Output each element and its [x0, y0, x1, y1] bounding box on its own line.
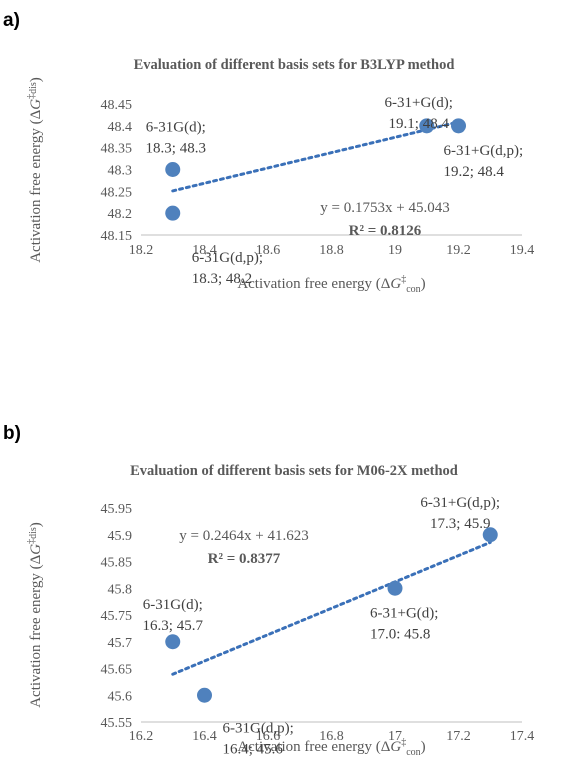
y-axis-label: Activation free energy (ΔG‡dis) — [26, 77, 44, 263]
r-squared: R² = 0.8126 — [349, 223, 422, 239]
trendline-equation: y = 0.1753x + 45.043 — [320, 200, 449, 216]
data-label: 17.3; 45.9 — [430, 516, 490, 532]
y-tick-label: 45.9 — [108, 529, 133, 544]
data-point — [387, 580, 403, 596]
data-point — [165, 205, 181, 221]
chart-title: Evaluation of different basis sets for B… — [134, 57, 455, 73]
y-tick-label: 48.25 — [101, 185, 133, 200]
data-label: 6-31G(d); — [143, 597, 203, 613]
data-point — [451, 118, 466, 134]
chart-title: Evaluation of different basis sets for M… — [130, 463, 458, 479]
x-tick-label: 16.4 — [192, 729, 217, 744]
data-label: 19.1; 48.4 — [389, 116, 450, 132]
x-tick-label: 16.6 — [256, 729, 281, 744]
y-tick-label: 45.7 — [108, 636, 133, 651]
x-axis-label: Activation free energy (ΔG‡con) — [237, 737, 425, 757]
panel-label: b) — [3, 423, 21, 444]
y-tick-label: 45.65 — [101, 663, 133, 678]
x-tick-label: 18.6 — [256, 243, 281, 258]
y-tick-label: 48.45 — [101, 98, 133, 113]
y-tick-label: 48.15 — [101, 229, 133, 244]
y-tick-label: 45.75 — [101, 609, 133, 624]
chart-panel-a: a) Evaluation of different basis sets for… — [3, 10, 534, 295]
y-tick-label: 48.4 — [108, 120, 133, 135]
x-tick-label: 18.4 — [192, 243, 217, 258]
x-tick-label: 18.8 — [319, 243, 344, 258]
data-label: 6-31+G(d,p); — [444, 143, 524, 159]
y-tick-label: 48.3 — [108, 164, 133, 179]
data-label: 6-31G(d); — [146, 120, 206, 136]
y-tick-label: 48.35 — [101, 142, 133, 157]
trendline — [171, 540, 492, 676]
y-tick-label: 45.6 — [108, 689, 133, 704]
x-axis-label: Activation free energy (ΔG‡con) — [237, 274, 425, 295]
trendline-equation: y = 0.2464x + 41.623 — [179, 528, 308, 544]
data-point — [165, 162, 181, 177]
y-tick-label: 45.95 — [101, 502, 133, 517]
data-label: 6-31+G(d); — [370, 605, 438, 621]
r-squared: R² = 0.8377 — [208, 551, 281, 567]
x-tick-label: 19 — [388, 243, 402, 258]
x-tick-label: 16.2 — [129, 729, 154, 744]
y-tick-label: 45.55 — [101, 716, 133, 731]
y-tick-label: 45.85 — [101, 556, 133, 571]
data-point — [419, 118, 435, 134]
x-tick-label: 19.2 — [446, 243, 471, 258]
data-label: 6-31+G(d); — [385, 95, 453, 111]
x-tick-label: 16.8 — [319, 729, 344, 744]
data-point — [197, 687, 212, 703]
data-label: 16.4; 45.6 — [223, 741, 284, 757]
x-tick-label: 17.2 — [446, 729, 471, 744]
x-tick-label: 17 — [388, 729, 402, 744]
panel-label: a) — [3, 10, 20, 31]
x-tick-label: 17.4 — [510, 729, 535, 744]
data-label: 6-31+G(d,p); — [420, 495, 500, 511]
data-point — [482, 527, 498, 543]
data-label: 17.0: 45.8 — [370, 626, 430, 642]
x-tick-label: 18.2 — [129, 243, 154, 258]
chart-panel-b: b) Evaluation of different basis sets for… — [3, 423, 534, 757]
data-label: 18.3; 48.3 — [146, 141, 206, 157]
y-axis-label: Activation free energy (ΔG‡dis) — [26, 522, 44, 708]
data-label: 19.2; 48.4 — [444, 164, 505, 180]
data-point — [165, 634, 181, 650]
data-label: 16.3; 45.7 — [143, 618, 204, 634]
data-label: 18.3; 48.2 — [192, 271, 252, 287]
x-tick-label: 19.4 — [510, 243, 535, 258]
y-tick-label: 45.8 — [108, 582, 133, 597]
trendline — [171, 120, 460, 193]
data-label: 6-31G(d,p); — [192, 250, 263, 266]
y-tick-label: 48.2 — [108, 207, 133, 222]
data-label: 6-31G(d,p); — [223, 720, 294, 736]
